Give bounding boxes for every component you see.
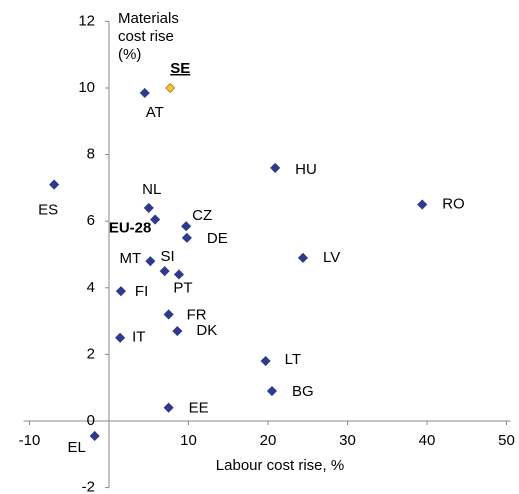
point bbox=[270, 162, 281, 173]
point bbox=[145, 256, 156, 267]
x-tick-label: 10 bbox=[180, 432, 197, 449]
point bbox=[115, 332, 126, 343]
point-label: MT bbox=[120, 250, 142, 267]
y-tick-label: 4 bbox=[87, 279, 95, 296]
point-label: FR bbox=[187, 306, 207, 323]
point-label: NL bbox=[142, 181, 161, 198]
y-axis-title: Materials bbox=[118, 10, 179, 27]
point bbox=[163, 309, 174, 320]
y-axis-title: cost rise bbox=[118, 28, 174, 45]
point-label: HU bbox=[295, 161, 317, 178]
x-tick-label: 30 bbox=[339, 432, 356, 449]
point-label: CZ bbox=[192, 207, 212, 224]
point-label: DK bbox=[196, 322, 217, 339]
point-label: SE bbox=[170, 60, 190, 77]
y-axis-title: (%) bbox=[118, 46, 141, 63]
point bbox=[115, 286, 126, 297]
x-tick-label: 40 bbox=[419, 432, 436, 449]
point bbox=[159, 266, 170, 277]
y-tick-label: 8 bbox=[87, 146, 95, 163]
point-label: LV bbox=[323, 249, 340, 266]
point bbox=[417, 199, 428, 210]
point-label: RO bbox=[442, 196, 465, 213]
point-label: DE bbox=[207, 230, 228, 247]
point bbox=[150, 214, 161, 225]
x-axis-title: Labour cost rise, % bbox=[216, 457, 344, 474]
point bbox=[143, 202, 154, 213]
point bbox=[181, 232, 192, 243]
point bbox=[49, 179, 60, 190]
point bbox=[89, 430, 100, 442]
y-tick-label: 10 bbox=[78, 79, 95, 96]
y-tick-label: 12 bbox=[78, 12, 95, 29]
point bbox=[266, 385, 278, 397]
point bbox=[139, 87, 150, 99]
point-label: EE bbox=[189, 400, 209, 417]
y-tick-label: 2 bbox=[87, 345, 95, 362]
point-label: PT bbox=[173, 279, 192, 296]
point bbox=[172, 326, 183, 337]
point-label: EU-28 bbox=[109, 220, 152, 237]
point-label: IT bbox=[132, 329, 145, 346]
x-tick-label: -10 bbox=[19, 432, 41, 449]
x-tick-label: 20 bbox=[260, 432, 277, 449]
point bbox=[181, 221, 192, 232]
point-label: AT bbox=[146, 104, 164, 121]
point-label: LT bbox=[285, 351, 301, 368]
point-label: ES bbox=[38, 202, 58, 219]
y-tick-label: -2 bbox=[82, 479, 95, 494]
point bbox=[163, 402, 174, 413]
point-label: EL bbox=[68, 439, 86, 456]
point-label: SI bbox=[161, 248, 175, 265]
point bbox=[297, 252, 309, 263]
point bbox=[165, 82, 176, 94]
x-tick-label: 50 bbox=[498, 432, 515, 449]
point bbox=[173, 269, 185, 280]
point-label: FI bbox=[135, 283, 148, 300]
point-label: BG bbox=[292, 383, 314, 400]
y-tick-label: 6 bbox=[87, 212, 95, 229]
point bbox=[260, 355, 271, 367]
y-tick-label: 0 bbox=[87, 412, 95, 429]
